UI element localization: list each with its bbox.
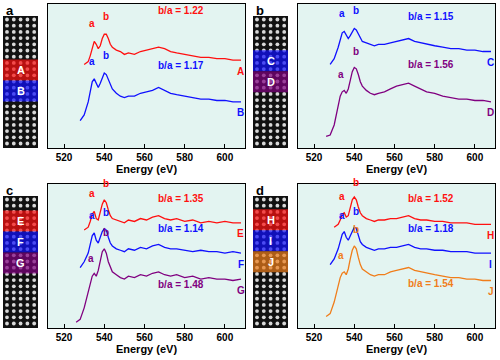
svg-text:a: a (339, 210, 345, 221)
svg-text:580: 580 (426, 152, 443, 163)
svg-text:b/a = 1.54: b/a = 1.54 (408, 278, 454, 289)
svg-text:560: 560 (386, 332, 403, 343)
svg-text:520: 520 (56, 332, 73, 343)
svg-text:E: E (237, 228, 244, 239)
svg-text:580: 580 (176, 152, 193, 163)
svg-text:b: b (353, 206, 359, 217)
svg-text:B: B (237, 107, 244, 118)
svg-text:F: F (238, 259, 244, 270)
svg-text:D: D (487, 107, 494, 118)
svg-text:G: G (237, 285, 245, 296)
svg-text:520: 520 (306, 152, 323, 163)
svg-text:580: 580 (426, 332, 443, 343)
svg-text:b/a = 1.56: b/a = 1.56 (408, 59, 454, 70)
svg-text:b/a = 1.15: b/a = 1.15 (408, 11, 454, 22)
svg-text:F: F (17, 236, 24, 248)
svg-text:a: a (6, 3, 14, 18)
svg-text:560: 560 (386, 152, 403, 163)
svg-text:J: J (488, 286, 494, 297)
svg-text:600: 600 (217, 332, 234, 343)
svg-text:I: I (489, 259, 492, 270)
svg-text:J: J (268, 256, 274, 268)
svg-text:a: a (88, 253, 94, 264)
svg-text:C: C (267, 55, 275, 67)
svg-text:a: a (89, 188, 95, 199)
svg-text:b: b (256, 3, 264, 18)
svg-text:H: H (487, 230, 494, 241)
svg-text:a: a (338, 250, 344, 261)
svg-text:540: 540 (96, 332, 113, 343)
svg-text:b: b (103, 207, 109, 218)
svg-text:C: C (487, 57, 494, 68)
svg-text:600: 600 (467, 332, 484, 343)
svg-text:b: b (353, 224, 359, 235)
svg-text:b: b (103, 178, 109, 189)
svg-text:a: a (338, 69, 344, 80)
svg-text:600: 600 (217, 152, 234, 163)
svg-text:A: A (17, 64, 25, 76)
svg-text:a: a (339, 8, 345, 19)
svg-text:b/a = 1.22: b/a = 1.22 (158, 5, 204, 16)
svg-text:Energy (eV): Energy (eV) (366, 343, 427, 355)
svg-text:I: I (269, 235, 272, 247)
svg-text:d: d (256, 183, 264, 198)
svg-text:540: 540 (96, 152, 113, 163)
svg-text:c: c (6, 183, 13, 198)
svg-text:b/a = 1.35: b/a = 1.35 (158, 193, 204, 204)
svg-text:b: b (353, 5, 359, 16)
svg-text:520: 520 (56, 152, 73, 163)
svg-text:b: b (103, 227, 109, 238)
svg-text:b/a = 1.17: b/a = 1.17 (158, 60, 204, 71)
svg-text:E: E (17, 215, 24, 227)
svg-text:Energy (eV): Energy (eV) (116, 343, 177, 355)
svg-text:a: a (89, 56, 95, 67)
svg-text:520: 520 (306, 332, 323, 343)
svg-text:560: 560 (136, 152, 153, 163)
svg-text:540: 540 (346, 152, 363, 163)
svg-text:D: D (267, 76, 275, 88)
svg-text:a: a (89, 18, 95, 29)
svg-text:b/a = 1.18: b/a = 1.18 (408, 223, 454, 234)
svg-text:b/a = 1.48: b/a = 1.48 (158, 279, 204, 290)
svg-text:600: 600 (467, 152, 484, 163)
svg-text:540: 540 (346, 332, 363, 343)
svg-text:560: 560 (136, 332, 153, 343)
svg-text:a: a (339, 191, 345, 202)
svg-text:A: A (237, 66, 244, 77)
svg-text:G: G (16, 257, 25, 269)
svg-text:b: b (353, 177, 359, 188)
svg-text:H: H (267, 214, 275, 226)
svg-text:b/a = 1.14: b/a = 1.14 (158, 223, 204, 234)
svg-text:b/a = 1.52: b/a = 1.52 (408, 193, 454, 204)
svg-text:b: b (353, 46, 359, 57)
svg-text:b: b (103, 11, 109, 22)
svg-text:a: a (89, 210, 95, 221)
svg-text:B: B (17, 85, 25, 97)
svg-text:Energy (eV): Energy (eV) (366, 163, 427, 175)
svg-text:Energy (eV): Energy (eV) (116, 163, 177, 175)
svg-text:580: 580 (176, 332, 193, 343)
svg-text:b: b (103, 50, 109, 61)
